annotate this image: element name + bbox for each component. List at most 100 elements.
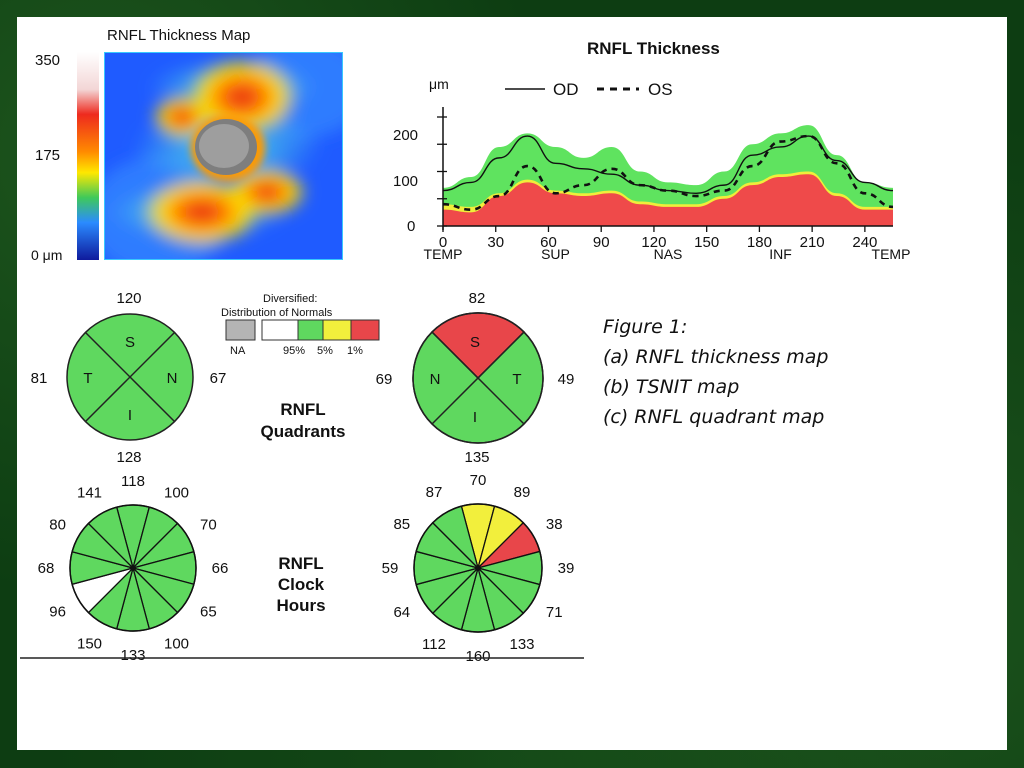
x-region-label: NAS	[654, 246, 683, 262]
figure-caption: Figure 1: (a) RNFL thickness map (b) TSN…	[603, 312, 963, 432]
map-title: RNFL Thickness Map	[107, 27, 250, 44]
band-red	[443, 174, 893, 226]
x-tick-label: 30	[487, 234, 504, 251]
os-clock-value: 59	[382, 560, 399, 577]
x-region-label: TEMP	[424, 246, 463, 262]
os-clock-value: 38	[546, 516, 563, 533]
normals-legend-title-2: Distribution of Normals	[221, 307, 333, 319]
od-clock-value: 100	[164, 485, 189, 502]
x-tick-label: 150	[694, 234, 719, 251]
os-clock-value: 70	[470, 472, 487, 489]
od-quad-inf-value: 128	[116, 449, 141, 466]
od-clock-hours-chart: 118 100 70 66 65 100 133 150 96 68 80 141	[38, 473, 229, 664]
x-region-label: INF	[769, 246, 792, 262]
color-scale-bar	[77, 52, 99, 260]
os-clock-value: 64	[393, 604, 410, 621]
swatch-green	[297, 319, 324, 341]
od-quad-letter-n: N	[167, 370, 178, 387]
legend-label-5: 5%	[317, 345, 333, 357]
od-quad-letter-t: T	[83, 370, 92, 387]
od-clock-value: 150	[77, 635, 102, 652]
y-tick-0: 0	[407, 218, 415, 235]
caption-line-b: (b) TSNIT map	[603, 376, 740, 398]
thickness-heatmap	[104, 52, 343, 260]
x-tick-label: 180	[747, 234, 772, 251]
swatch-na	[225, 319, 256, 341]
os-quad-nas-value: 69	[376, 371, 393, 388]
os-clock-value: 112	[422, 636, 446, 653]
tsnit-unit-label: μm	[429, 76, 449, 92]
quadrants-label-1: RNFL	[280, 400, 325, 419]
tsnit-plot-area	[442, 125, 894, 226]
legend-od-label: OD	[553, 80, 579, 99]
tsnit-y-axis: 200 100 0	[393, 107, 444, 235]
tsnit-title: RNFL Thickness	[587, 39, 720, 58]
y-tick-200: 200	[393, 127, 418, 144]
os-quad-letter-i: I	[473, 409, 477, 426]
od-quad-letter-s: S	[125, 334, 135, 351]
os-quadrant-chart: S N T I	[412, 312, 544, 444]
swatch-yellow	[322, 319, 352, 341]
os-quad-letter-n: N	[430, 371, 441, 388]
os-clock-value: 89	[514, 484, 531, 501]
od-quad-nas-value: 67	[210, 370, 227, 387]
od-clock-value: 66	[212, 560, 229, 577]
swatch-white	[261, 319, 299, 341]
os-quad-sup-value: 82	[469, 290, 486, 307]
od-clock-value: 133	[120, 647, 145, 664]
os-clock-value: 85	[393, 516, 410, 533]
os-clock-center	[475, 565, 481, 571]
normals-legend: Diversified: Distribution of Normals NA …	[221, 293, 380, 357]
clock-label-2: Clock	[278, 575, 325, 594]
quadrants-label-2: Quadrants	[260, 422, 345, 441]
od-clock-value: 80	[49, 517, 66, 534]
os-clock-value: 71	[546, 604, 563, 621]
od-clock-value: 96	[49, 604, 66, 621]
od-clock-value: 141	[77, 485, 102, 502]
clock-label-1: RNFL	[278, 554, 323, 573]
series-od-line	[442, 135, 894, 195]
od-quad-temp-value: 81	[31, 370, 48, 387]
x-region-label: TEMP	[872, 246, 911, 262]
x-tick-label: 240	[852, 234, 877, 251]
os-quad-inf-value: 135	[464, 449, 489, 466]
os-quad-letter-s: S	[470, 334, 480, 351]
series-os-line	[442, 134, 894, 211]
os-clock-value: 87	[426, 484, 443, 501]
od-clock-value: 100	[164, 635, 189, 652]
optic-disc	[191, 115, 265, 181]
os-quad-temp-value: 49	[558, 371, 575, 388]
swatch-red	[350, 319, 380, 341]
legend-label-1: 1%	[347, 345, 363, 357]
x-region-label: SUP	[541, 246, 570, 262]
scale-label-max: 350	[35, 52, 60, 69]
caption-line-c: (c) RNFL quadrant map	[603, 406, 825, 428]
od-quad-letter-i: I	[128, 407, 132, 424]
x-tick-label: 120	[641, 234, 666, 251]
figure-canvas: RNFL Thickness Map 350 175 0 μm RNFL Thi…	[20, 27, 911, 665]
od-clock-value: 65	[200, 604, 217, 621]
tsnit-legend: OD OS	[505, 80, 673, 99]
legend-label-na: NA	[230, 345, 246, 357]
scale-label-mid: 175	[35, 147, 60, 164]
od-quad-sup-value: 120	[116, 290, 141, 307]
normals-legend-title-1: Diversified:	[263, 293, 317, 305]
caption-title: Figure 1:	[603, 316, 688, 338]
x-tick-label: 60	[540, 234, 557, 251]
x-tick-label: 0	[439, 234, 447, 251]
os-clock-hours-chart: 70 89 38 39 71 133 160 112 64 59 85 87	[382, 472, 575, 665]
od-clock-value: 68	[38, 560, 55, 577]
clock-label-3: Hours	[276, 596, 325, 615]
legend-label-95: 95%	[283, 345, 305, 357]
y-tick-100: 100	[393, 173, 418, 190]
x-tick-label: 210	[800, 234, 825, 251]
x-tick-label: 90	[593, 234, 610, 251]
os-clock-value: 39	[558, 560, 575, 577]
os-quad-letter-t: T	[512, 371, 521, 388]
od-quadrant-chart: S T N I	[66, 313, 194, 441]
od-clock-value: 118	[121, 473, 145, 490]
scale-label-min: 0 μm	[31, 247, 62, 263]
caption-line-a: (a) RNFL thickness map	[603, 346, 829, 368]
os-clock-value: 160	[465, 648, 490, 665]
